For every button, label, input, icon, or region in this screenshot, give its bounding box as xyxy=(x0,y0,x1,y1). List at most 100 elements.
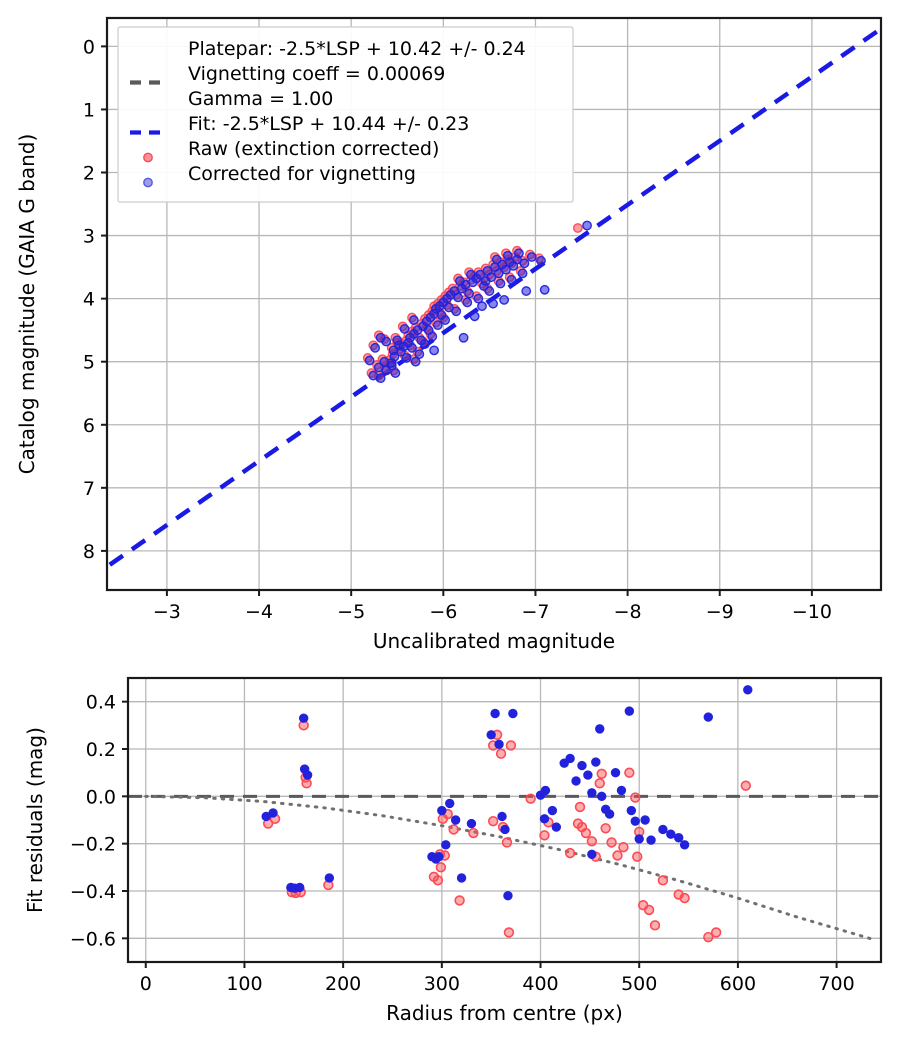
data-point xyxy=(484,286,495,296)
data-point xyxy=(451,306,462,317)
data-point xyxy=(506,274,517,285)
legend-entry[interactable]: Raw (extinction corrected) xyxy=(143,138,440,163)
data-point xyxy=(604,809,615,819)
y-tick-label: 2 xyxy=(83,163,95,185)
y-tick-label: 8 xyxy=(83,541,95,563)
fit-line xyxy=(108,28,880,567)
vignetting-curve xyxy=(144,794,878,942)
bottom-plot-xlabel: Radius from centre (px) xyxy=(386,1001,623,1025)
legend-entry-label: Fit: -2.5*LSP + 10.44 +/- 0.23 xyxy=(188,113,469,135)
data-point xyxy=(437,805,447,816)
data-point xyxy=(477,301,487,312)
bottom-plot-spines xyxy=(126,676,883,964)
data-point xyxy=(500,824,510,835)
bottom-plot-ylabel: Fit residuals (mag) xyxy=(23,727,47,913)
data-point xyxy=(595,724,605,734)
data-point xyxy=(517,268,528,279)
data-point xyxy=(580,827,592,839)
data-point xyxy=(399,324,410,334)
data-point xyxy=(468,827,479,839)
data-point xyxy=(630,792,641,803)
data-point xyxy=(486,730,496,740)
data-point xyxy=(450,815,461,825)
legend-box xyxy=(117,26,574,203)
data-point xyxy=(577,760,587,771)
data-point xyxy=(487,815,499,827)
y-tick-label: 7 xyxy=(83,478,95,500)
data-point xyxy=(364,355,375,366)
data-point xyxy=(626,805,637,816)
data-point xyxy=(501,837,513,848)
data-point xyxy=(505,740,517,751)
data-point xyxy=(551,822,562,832)
data-point xyxy=(539,284,550,295)
x-tick-label: 300 xyxy=(424,973,460,995)
x-tick-label: −7 xyxy=(521,601,549,623)
data-point xyxy=(368,370,379,381)
data-point xyxy=(649,920,661,931)
data-point xyxy=(743,685,753,695)
data-point xyxy=(298,713,309,723)
x-tick-label: 400 xyxy=(522,973,558,995)
data-point xyxy=(539,830,550,841)
legend-entry[interactable]: Fit: -2.5*LSP + 10.44 +/- 0.23 xyxy=(130,113,469,135)
top-plot-series-corrected xyxy=(364,220,592,383)
data-point xyxy=(440,315,451,325)
y-tick-label: 1 xyxy=(83,99,95,121)
data-point xyxy=(448,824,459,835)
data-point xyxy=(596,768,607,780)
data-point xyxy=(634,834,644,844)
data-point xyxy=(443,302,454,313)
data-point xyxy=(379,356,390,367)
data-point xyxy=(526,252,537,262)
data-point xyxy=(703,712,713,722)
data-point xyxy=(324,873,335,883)
x-tick-label: 100 xyxy=(226,973,262,995)
y-tick-label: 3 xyxy=(83,226,95,248)
data-point xyxy=(540,785,551,796)
data-point xyxy=(501,264,511,275)
data-point xyxy=(432,320,443,331)
data-point xyxy=(373,362,384,373)
data-point xyxy=(473,293,484,304)
data-point xyxy=(583,770,593,780)
top-plot-legend: Platepar: -2.5*LSP + 10.42 +/- 0.24 Vigne… xyxy=(117,26,574,203)
data-point xyxy=(493,268,504,279)
data-point xyxy=(301,778,312,789)
data-point xyxy=(582,220,592,231)
x-tick-label: 700 xyxy=(818,973,854,995)
data-point xyxy=(591,757,601,767)
data-point xyxy=(525,793,536,804)
data-point xyxy=(640,815,650,825)
data-point xyxy=(606,837,617,848)
top-plot-ylabel: Catalog magnitude (GAIA G band) xyxy=(15,134,39,475)
legend-entry[interactable]: Platepar: -2.5*LSP + 10.42 +/- 0.24 Vigne… xyxy=(130,38,526,110)
data-point xyxy=(495,278,506,289)
x-tick-label: −3 xyxy=(153,601,181,623)
y-tick-label: 0 xyxy=(83,36,95,58)
data-point xyxy=(632,851,643,862)
data-point xyxy=(419,339,430,349)
x-tick-label: 600 xyxy=(720,973,756,995)
data-point xyxy=(445,798,455,809)
data-point xyxy=(630,816,640,826)
axes-frame xyxy=(105,16,883,592)
data-point xyxy=(594,778,605,789)
data-point xyxy=(441,840,451,850)
data-point xyxy=(616,785,627,796)
legend-dot-swatch xyxy=(143,177,153,188)
legend-entry[interactable]: Corrected for vignetting xyxy=(143,163,416,188)
data-point xyxy=(494,739,504,749)
top-plot: −3 −4 −5 −6 −7 −8 −9 −10 0 1 2 3 4 5 6 7 8 Uncalibrated m… xyxy=(15,16,883,653)
legend-dot-swatch xyxy=(143,152,153,163)
top-plot-spines xyxy=(105,16,883,592)
data-point xyxy=(586,836,598,847)
data-point xyxy=(597,791,607,802)
data-point xyxy=(673,833,684,843)
data-point xyxy=(539,814,550,824)
x-tick-label: −10 xyxy=(792,601,832,623)
data-point xyxy=(375,332,386,343)
data-point xyxy=(408,315,419,325)
data-point xyxy=(295,882,305,893)
y-tick-label: −0.6 xyxy=(70,928,116,950)
